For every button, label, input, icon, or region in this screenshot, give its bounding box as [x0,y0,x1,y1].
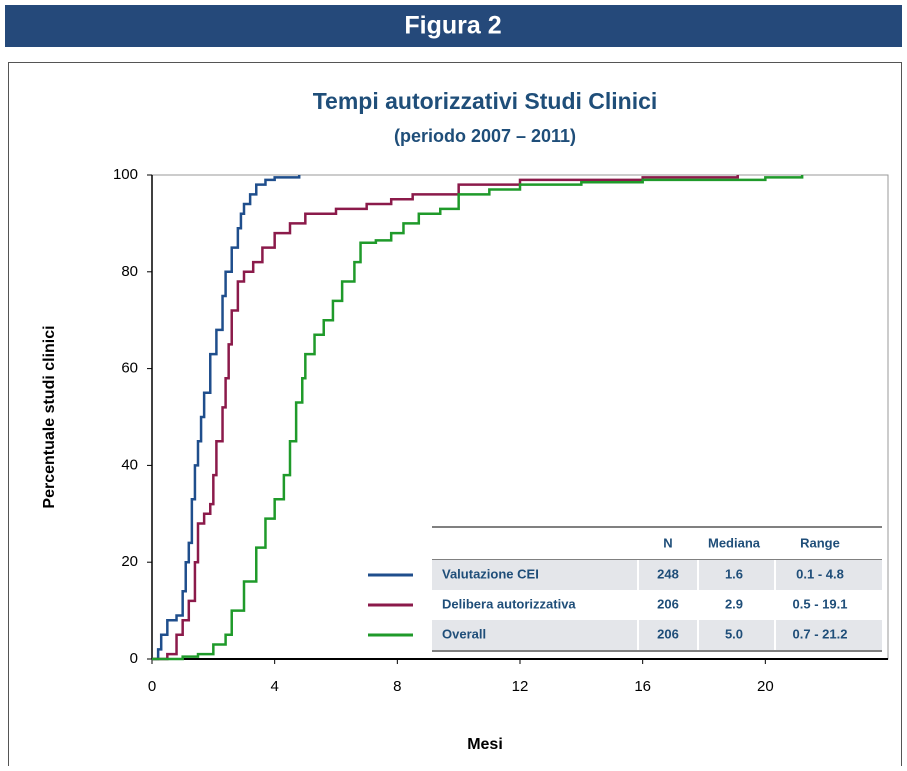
y-tick-label: 100 [113,166,138,183]
series-line [152,175,739,661]
x-tick-label: 12 [512,678,529,695]
frame [8,62,902,771]
y-tick-label: 0 [130,650,138,667]
legend-label: Valutazione CEI [442,566,539,581]
legend-label: Delibera autorizzativa [442,596,576,611]
table-cell: 248 [657,566,679,581]
x-tick-label: 4 [270,678,278,695]
table-header: Range [800,535,840,550]
table-cell: 2.9 [725,596,743,611]
table-cell: 206 [657,596,679,611]
table-cell: 1.6 [725,566,743,581]
y-tick-label: 20 [121,553,138,570]
series-line [152,175,804,661]
x-tick-label: 0 [148,678,156,695]
table-row-bg [432,560,882,590]
x-tick-label: 20 [757,678,774,695]
chart-title: Tempi autorizzativi Studi Clinici [313,88,658,114]
x-tick-label: 16 [634,678,651,695]
table-cell: 0.1 - 4.8 [796,566,844,581]
y-tick-label: 40 [121,456,138,473]
legend-label: Overall [442,626,486,641]
table-header: Mediana [708,535,761,550]
y-axis-label: Percentuale studi clinici [41,325,58,508]
header-title: Figura 2 [404,12,501,40]
y-tick-label: 60 [121,360,138,377]
table-cell: 0.5 - 19.1 [793,596,848,611]
table-cell: 5.0 [725,626,743,641]
table-header: N [663,535,672,550]
header-bar [5,5,902,47]
series-line [152,175,301,661]
chart-subtitle: (periodo 2007 – 2011) [394,126,576,146]
table-row-bg [432,620,882,650]
x-axis-label: Mesi [467,736,503,753]
y-tick-label: 80 [121,263,138,280]
table-cell: 206 [657,626,679,641]
table-cell: 0.7 - 21.2 [793,626,848,641]
x-tick-label: 8 [393,678,401,695]
